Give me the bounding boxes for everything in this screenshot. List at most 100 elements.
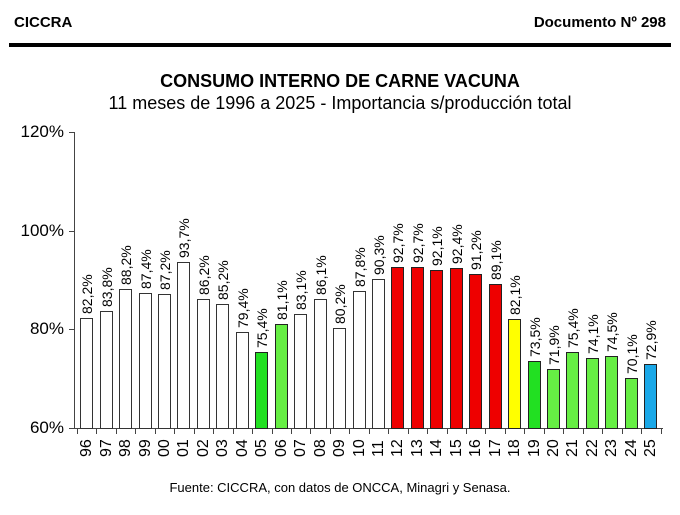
x-tick bbox=[504, 428, 506, 434]
value-label: 82,1% bbox=[507, 275, 524, 315]
value-label: 87,8% bbox=[351, 247, 368, 287]
y-tick-label: 80% bbox=[29, 319, 64, 339]
bar-24 bbox=[624, 378, 638, 429]
x-tick bbox=[174, 428, 176, 434]
y-axis bbox=[74, 132, 75, 429]
x-tick bbox=[290, 428, 292, 434]
bar-22 bbox=[585, 358, 599, 429]
header-rule bbox=[9, 43, 671, 47]
x-tick bbox=[485, 428, 487, 434]
value-label: 90,3% bbox=[370, 234, 387, 275]
x-tick bbox=[524, 428, 526, 434]
y-tick-label: 60% bbox=[29, 418, 64, 437]
bar-11 bbox=[371, 278, 385, 429]
bar-05 bbox=[255, 352, 269, 429]
x-tick-label: 97 bbox=[97, 439, 115, 457]
value-label: 92,7% bbox=[390, 222, 407, 263]
bar-21 bbox=[566, 352, 580, 429]
y-tick bbox=[69, 230, 75, 232]
x-tick-label: 12 bbox=[389, 439, 407, 457]
bar-98 bbox=[119, 288, 133, 429]
x-tick-label: 25 bbox=[642, 439, 660, 457]
x-tick-label: 16 bbox=[467, 439, 485, 457]
x-tick-label: 11 bbox=[369, 440, 387, 457]
x-tick bbox=[388, 428, 390, 434]
x-tick-label: 05 bbox=[253, 439, 271, 457]
x-tick bbox=[154, 428, 156, 434]
x-tick bbox=[446, 428, 448, 434]
x-tick-label: 23 bbox=[603, 439, 621, 457]
y-tick-label: 120% bbox=[20, 122, 64, 141]
value-label: 86,2% bbox=[195, 255, 212, 295]
x-tick-label: 18 bbox=[506, 439, 524, 457]
x-tick-label: 00 bbox=[156, 439, 174, 457]
x-tick-label: 17 bbox=[486, 439, 504, 457]
bar-02 bbox=[196, 298, 210, 429]
x-tick bbox=[77, 428, 78, 434]
bar-03 bbox=[216, 303, 230, 429]
value-label: 91,2% bbox=[468, 230, 485, 271]
x-tick bbox=[602, 428, 604, 434]
x-tick bbox=[349, 428, 351, 434]
value-label: 75,4% bbox=[565, 308, 582, 349]
value-label: 73,5% bbox=[526, 317, 543, 358]
bar-96 bbox=[80, 318, 94, 429]
bar-12 bbox=[391, 266, 405, 429]
value-label: 89,1% bbox=[487, 240, 504, 281]
x-tick-label: 99 bbox=[136, 439, 154, 457]
bar-15 bbox=[449, 268, 463, 429]
x-tick bbox=[329, 428, 331, 434]
x-tick-label: 01 bbox=[175, 439, 193, 457]
chart-title: CONSUMO INTERNO DE CARNE VACUNA bbox=[160, 71, 520, 91]
x-tick-label: 15 bbox=[447, 439, 465, 457]
x-tick-label: 98 bbox=[117, 439, 135, 457]
value-label: 86,1% bbox=[312, 255, 329, 296]
x-tick bbox=[660, 428, 662, 434]
x-tick-label: 07 bbox=[292, 439, 310, 457]
x-tick bbox=[641, 428, 643, 434]
x-tick bbox=[407, 428, 409, 434]
x-tick bbox=[427, 428, 429, 434]
x-tick bbox=[271, 428, 273, 434]
y-tick-label: 100% bbox=[20, 220, 64, 240]
value-label: 92,7% bbox=[409, 222, 426, 263]
bar-08 bbox=[313, 299, 327, 429]
bar-09 bbox=[333, 328, 347, 429]
value-label: 72,9% bbox=[643, 320, 660, 361]
y-tick bbox=[69, 428, 75, 429]
x-tick bbox=[115, 428, 117, 434]
x-tick-label: 24 bbox=[622, 439, 640, 457]
x-tick-label: 04 bbox=[233, 439, 251, 457]
x-tick-label: 21 bbox=[564, 439, 582, 457]
x-tick bbox=[368, 428, 370, 434]
value-label: 87,2% bbox=[157, 250, 174, 290]
bar-17 bbox=[488, 284, 502, 429]
value-label: 87,4% bbox=[137, 249, 154, 289]
value-label: 93,7% bbox=[176, 218, 193, 258]
value-label: 82,2% bbox=[79, 274, 96, 315]
bar-10 bbox=[352, 290, 366, 429]
bar-25 bbox=[644, 364, 658, 429]
x-tick-label: 08 bbox=[311, 439, 329, 457]
y-tick bbox=[69, 132, 75, 133]
value-label: 92,1% bbox=[429, 225, 446, 266]
x-tick-label: 10 bbox=[350, 439, 368, 457]
x-tick bbox=[252, 428, 254, 434]
value-label: 85,2% bbox=[215, 259, 232, 300]
value-label: 92,4% bbox=[448, 224, 465, 265]
bar-16 bbox=[469, 274, 483, 429]
bar-13 bbox=[410, 266, 424, 429]
x-tick bbox=[543, 428, 545, 434]
x-tick bbox=[193, 428, 195, 434]
x-tick bbox=[621, 428, 623, 434]
header-document-number: Documento Nº 298 bbox=[533, 14, 666, 31]
bar-06 bbox=[274, 323, 288, 429]
x-tick-label: 22 bbox=[583, 439, 601, 457]
chart-subtitle: 11 meses de 1996 a 2025 - Importancia s/… bbox=[108, 93, 572, 113]
x-tick bbox=[310, 428, 312, 434]
value-label: 80,2% bbox=[332, 284, 349, 325]
bar-19 bbox=[527, 361, 541, 429]
value-label: 75,4% bbox=[254, 308, 271, 349]
x-tick-label: 09 bbox=[331, 439, 349, 457]
x-tick-label: 03 bbox=[214, 439, 232, 457]
